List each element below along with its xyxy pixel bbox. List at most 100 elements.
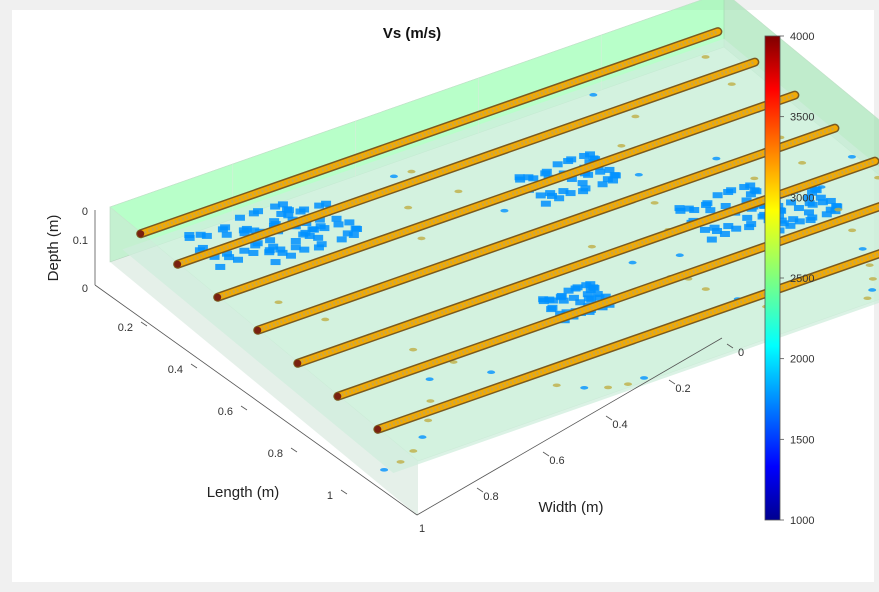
speck (580, 385, 589, 390)
anomaly-cell (785, 222, 796, 229)
colorbar-tick-label: 2000 (790, 354, 814, 366)
speck (868, 277, 877, 281)
anomaly-cell (545, 190, 556, 197)
anomaly-cell (248, 249, 259, 256)
anomaly-cell (314, 216, 325, 223)
anomaly-cell (731, 225, 742, 232)
width-tick-mark (476, 487, 484, 493)
anomaly-cell (224, 254, 235, 261)
speck (418, 435, 427, 439)
anomaly-cell (239, 230, 250, 237)
speck (417, 236, 426, 241)
speck (624, 382, 633, 386)
right-face (723, 0, 879, 176)
anomaly-cell (815, 194, 826, 201)
anomaly-cell (523, 174, 534, 181)
anomaly-cell (540, 170, 551, 177)
anomaly-cell (589, 285, 600, 292)
width-tick-mark (542, 451, 550, 457)
speck (640, 376, 649, 380)
length-tick-label: 0.6 (218, 406, 233, 418)
speck (589, 93, 598, 97)
width-tick-mark (605, 415, 613, 421)
anomaly-cell (554, 195, 565, 202)
anomaly-cell (249, 227, 260, 234)
anomaly-cell (209, 253, 220, 260)
depth-slice (122, 38, 879, 473)
anomaly-cell (264, 249, 275, 256)
anomaly-cell (552, 161, 563, 168)
anomaly-cell (342, 230, 353, 237)
speck (634, 172, 643, 177)
anomaly-cell (290, 244, 301, 251)
anomaly-cell (776, 207, 787, 214)
anomaly-cell (706, 236, 717, 243)
speck (424, 418, 433, 423)
rebar-end (334, 392, 342, 400)
anomaly-cell (741, 197, 752, 204)
speck (389, 174, 398, 179)
depth-tick-label: 0 (82, 206, 88, 218)
anomaly-cell (239, 247, 250, 254)
anomaly-cell (299, 206, 310, 213)
anomaly-cell (803, 209, 814, 216)
anomaly-cell (794, 218, 805, 225)
anomaly-cell (314, 202, 325, 209)
speck (404, 205, 413, 210)
anomaly-cell (277, 249, 288, 256)
anomaly-cell (540, 200, 551, 207)
anomaly-cell (580, 185, 591, 192)
anomaly-cell (590, 156, 601, 163)
speck (834, 207, 843, 212)
anomaly-cell (283, 212, 294, 219)
anomaly-cell (699, 226, 710, 233)
anomaly-cell (313, 234, 324, 241)
anomaly-cell (709, 224, 720, 231)
anomaly-cell (565, 190, 576, 197)
speck (750, 176, 759, 181)
colorbar-tick-label: 4000 (790, 31, 814, 43)
anomaly-cell (821, 211, 832, 218)
anomaly-cell (830, 208, 841, 215)
anomaly-cell (712, 228, 723, 235)
anomaly-cell (602, 176, 613, 183)
anomaly-cell (572, 284, 583, 291)
anomaly-cell (742, 214, 753, 221)
anomaly-cell (333, 221, 344, 228)
width-tick-label: 0.4 (612, 419, 627, 431)
anomaly-cell (316, 241, 327, 248)
anomaly-cell (597, 181, 608, 188)
speck (321, 317, 330, 322)
width-tick-label: 0.8 (483, 491, 498, 503)
speck (500, 208, 509, 213)
anomaly-cell (566, 156, 577, 163)
rebar-end (214, 293, 222, 301)
anomaly-cell (745, 191, 756, 198)
anomaly-cell (336, 236, 347, 243)
anomaly-cell (582, 291, 593, 298)
speck (727, 82, 736, 86)
anomaly-cell (184, 234, 195, 241)
anomaly-cell (253, 208, 264, 215)
rebar-end (294, 359, 302, 367)
anomaly-cell (811, 187, 822, 194)
anomaly-cell (788, 216, 799, 223)
anomaly-cell (757, 213, 768, 220)
rebar-texture (377, 252, 879, 431)
anomaly-cell (786, 199, 797, 206)
colorbar-ticks: 4000 3500 3000 2500 2000 1500 1000 (780, 31, 814, 527)
length-axis-line (94, 284, 418, 516)
anomaly-cell (577, 180, 588, 187)
x-axis-label: Width (m) (539, 499, 604, 516)
speck (454, 189, 463, 194)
anomaly-cell (201, 232, 212, 239)
anomaly-cell (234, 214, 245, 221)
anomaly-cell (270, 203, 281, 210)
anomaly-cell (712, 192, 723, 199)
speck (587, 244, 596, 249)
anomaly-cell (744, 224, 755, 231)
anomaly-cell (538, 298, 549, 305)
speck (701, 287, 710, 291)
speck (675, 253, 684, 258)
colorbar: 4000 3500 3000 2500 2000 1500 1000 (764, 31, 814, 527)
